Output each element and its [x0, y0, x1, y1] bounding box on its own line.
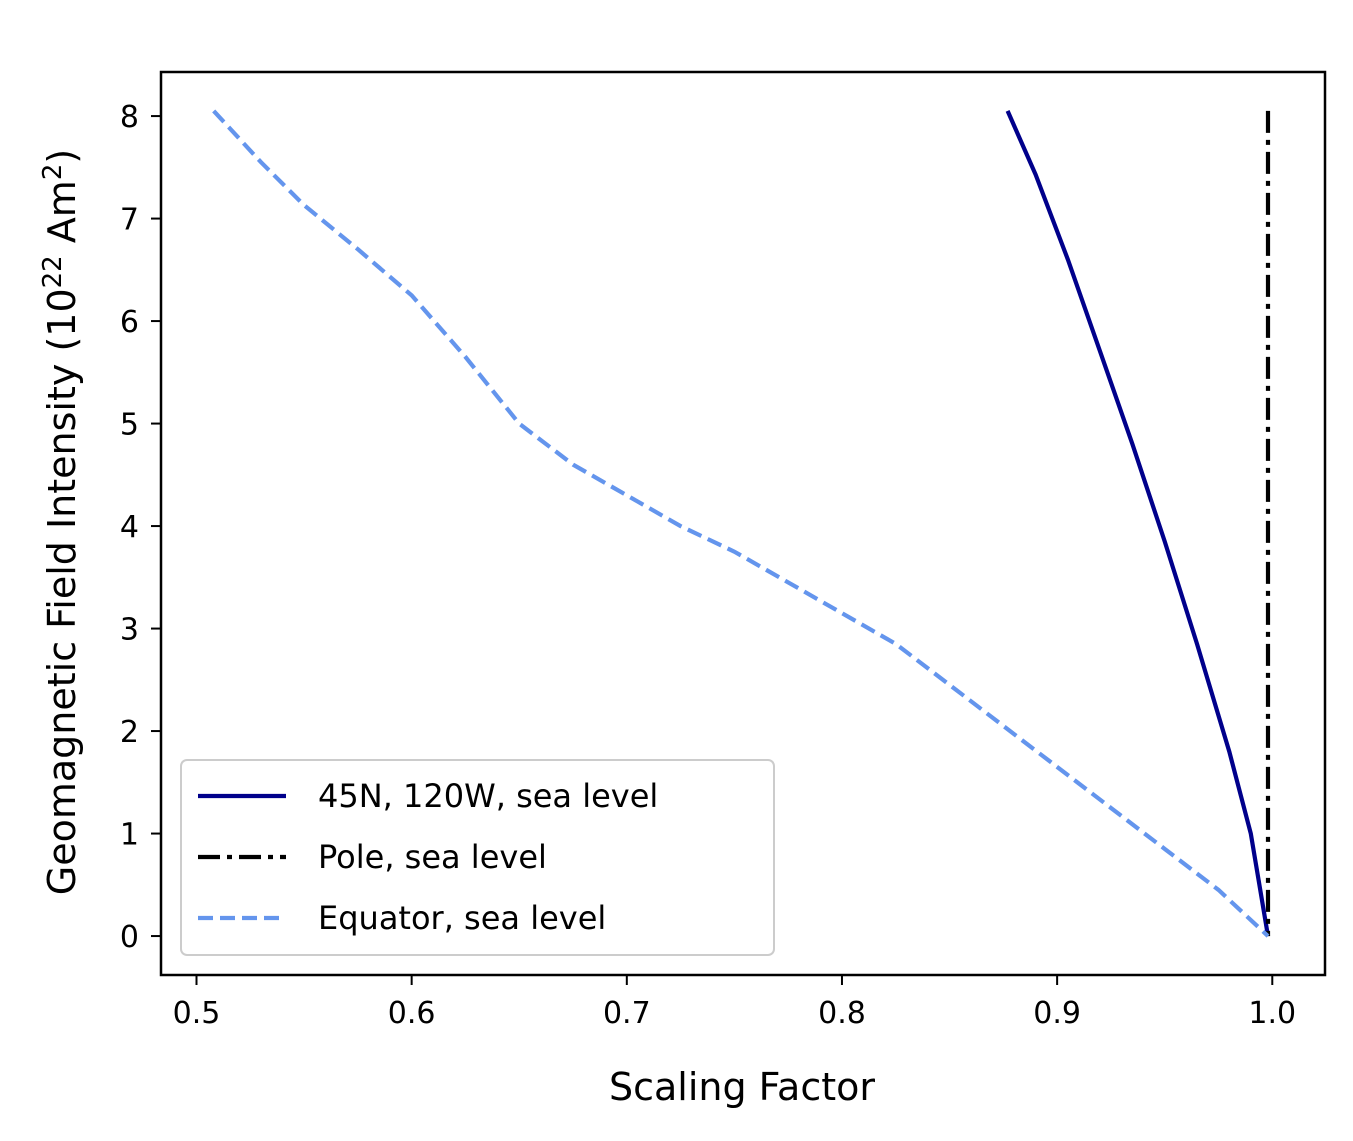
series-line-2	[212, 109, 1270, 938]
legend-box	[180, 759, 775, 956]
legend-label-2: Equator, sea level	[318, 899, 606, 937]
y-axis-title-base: Geomagnetic Field Intensity (10	[40, 288, 84, 895]
y-tick-label: 2	[120, 715, 139, 750]
x-tick-label: 1.0	[1248, 996, 1296, 1031]
legend-label-0: 45N, 120W, sea level	[318, 777, 658, 815]
x-tick-label: 0.6	[388, 996, 436, 1031]
y-axis-title-exp1: 22	[38, 255, 68, 288]
axes-frame	[159, 70, 1327, 977]
y-tick-label: 4	[120, 510, 139, 545]
x-tick-label: 0.8	[818, 996, 866, 1031]
y-tick-label: 3	[120, 613, 139, 648]
plot-area	[159, 70, 1327, 977]
y-axis-title-exp2: 2	[38, 164, 68, 181]
y-tick-label: 0	[120, 920, 139, 955]
y-axis-title-mid: Am	[40, 180, 84, 255]
series-line-0	[1005, 110, 1271, 937]
x-tick-label: 0.5	[173, 996, 221, 1031]
y-tick-label: 6	[120, 305, 139, 340]
y-tick-label: 1	[120, 818, 139, 853]
x-tick-label: 0.9	[1033, 996, 1081, 1031]
y-axis-title: Geomagnetic Field Intensity (1022 Am2)	[38, 149, 84, 895]
legend: 45N, 120W, sea level Pole, sea level Equat…	[180, 759, 775, 956]
y-axis-title-end: )	[40, 149, 84, 164]
y-tick-label: 7	[120, 203, 139, 238]
x-axis-title: Scaling Factor	[609, 1065, 875, 1109]
axis-ticks: 0.5 0.6 0.7 0.8 0.9 1.0 0 1 2 3 4 5 6 7 8	[120, 100, 1296, 1031]
x-tick-label: 0.7	[603, 996, 651, 1031]
y-tick-label: 5	[120, 408, 139, 443]
y-tick-label: 8	[120, 100, 139, 135]
legend-label-1: Pole, sea level	[318, 838, 547, 876]
